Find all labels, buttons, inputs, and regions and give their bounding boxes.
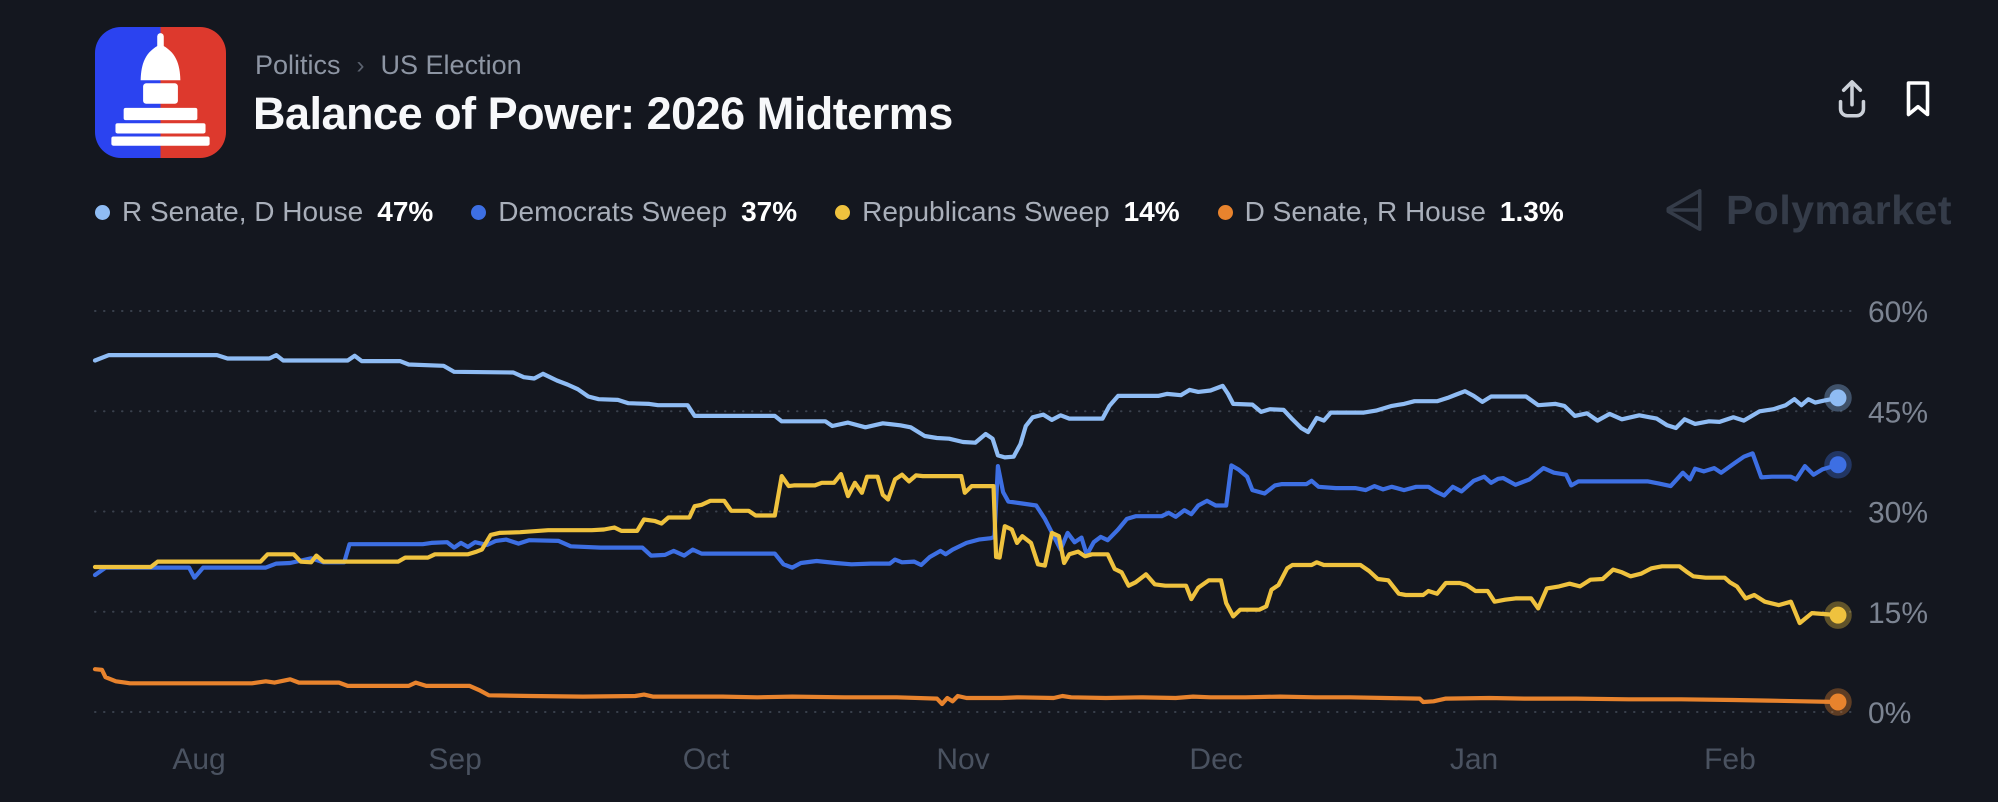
polymarket-logo-text: Polymarket bbox=[1725, 186, 1952, 233]
legend-value: 37% bbox=[741, 196, 798, 227]
share-button[interactable] bbox=[1826, 72, 1878, 124]
share-icon bbox=[1838, 80, 1866, 118]
legend-label: Democrats Sweep bbox=[498, 196, 728, 227]
svg-text:30%: 30% bbox=[1868, 497, 1928, 530]
legend-item-r-senate-d-house[interactable]: R Senate, D House 47% bbox=[95, 196, 433, 228]
svg-text:Nov: Nov bbox=[936, 743, 989, 776]
page-title: Balance of Power: 2026 Midterms bbox=[253, 88, 953, 139]
svg-text:Feb: Feb bbox=[1704, 743, 1756, 776]
breadcrumb-chevron-icon: › bbox=[356, 51, 365, 79]
legend-dot-light-blue bbox=[95, 204, 110, 220]
bookmark-button[interactable] bbox=[1892, 72, 1944, 124]
legend-dot-yellow bbox=[835, 204, 851, 220]
breadcrumb-category[interactable]: Politics bbox=[255, 50, 341, 80]
svg-text:60%: 60% bbox=[1868, 296, 1928, 329]
svg-text:Jan: Jan bbox=[1450, 743, 1498, 776]
legend-label: D Senate, R House bbox=[1244, 196, 1486, 227]
svg-text:15%: 15% bbox=[1868, 597, 1928, 630]
chart-legend: R Senate, D House 47% Democrats Sweep 37… bbox=[95, 196, 1564, 228]
svg-text:45%: 45% bbox=[1868, 396, 1928, 429]
svg-text:Sep: Sep bbox=[428, 743, 481, 776]
legend-item-democrats-sweep[interactable]: Democrats Sweep 37% bbox=[471, 196, 797, 228]
svg-text:0%: 0% bbox=[1868, 697, 1911, 730]
svg-text:Oct: Oct bbox=[683, 743, 730, 776]
legend-item-republicans-sweep[interactable]: Republicans Sweep 14% bbox=[835, 196, 1180, 228]
breadcrumb-subcategory[interactable]: US Election bbox=[380, 50, 522, 80]
legend-label: R Senate, D House bbox=[122, 196, 364, 227]
legend-label: Republicans Sweep bbox=[862, 196, 1110, 227]
market-icon bbox=[95, 27, 226, 158]
svg-text:Dec: Dec bbox=[1189, 743, 1242, 776]
polymarket-logo-icon bbox=[1666, 189, 1702, 231]
legend-dot-orange bbox=[1217, 204, 1233, 220]
breadcrumb: Politics › US Election bbox=[255, 50, 522, 81]
polymarket-watermark: Polymarket bbox=[1656, 182, 1952, 238]
legend-dot-blue bbox=[471, 204, 487, 220]
bookmark-icon bbox=[1906, 81, 1930, 117]
legend-item-d-senate-r-house[interactable]: D Senate, R House 1.3% bbox=[1217, 196, 1564, 228]
legend-value: 14% bbox=[1123, 196, 1180, 227]
svg-text:Aug: Aug bbox=[172, 743, 225, 776]
legend-value: 1.3% bbox=[1499, 196, 1564, 227]
legend-value: 47% bbox=[377, 196, 434, 227]
capitol-icon bbox=[111, 33, 210, 146]
